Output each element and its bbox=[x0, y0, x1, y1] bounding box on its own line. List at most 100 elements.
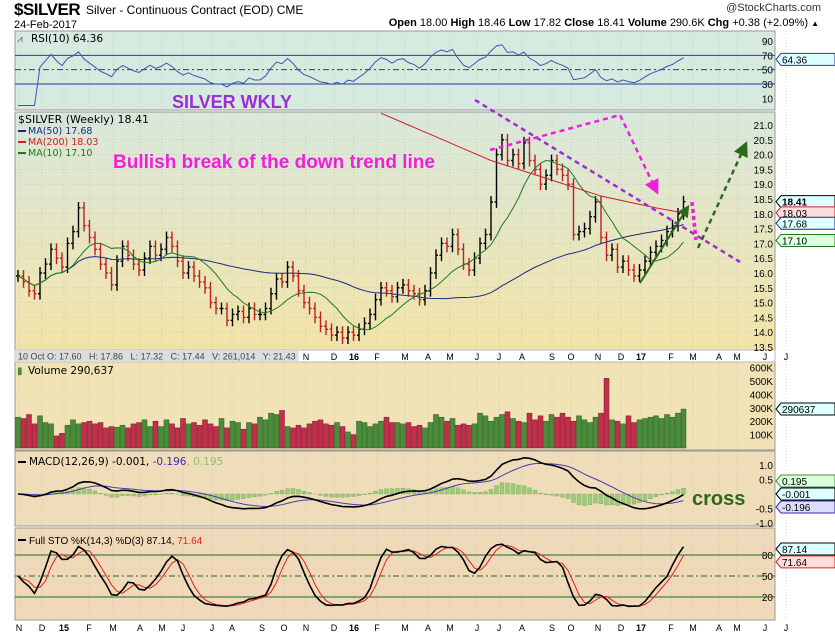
annotation-trend-note: Bullish break of the down trend line bbox=[113, 152, 435, 173]
brand-logo[interactable]: @StockCharts.com bbox=[726, 2, 821, 14]
volume-bar bbox=[581, 419, 588, 449]
y-tick-label: 19.0 bbox=[754, 180, 774, 191]
macd-histogram-bar bbox=[263, 493, 268, 496]
chart-date: 24-Feb-2017 bbox=[14, 19, 77, 31]
volume-bar bbox=[334, 422, 340, 449]
rsi-panel bbox=[14, 30, 776, 111]
rsi-line bbox=[18, 44, 684, 107]
x-tick-label: O bbox=[567, 623, 574, 633]
macd-histogram-bar bbox=[494, 485, 499, 495]
x-tick-label: J bbox=[181, 623, 186, 633]
sto-badge: 71.64 bbox=[782, 558, 807, 569]
volume-badge-bg bbox=[775, 402, 835, 416]
downtrend-line bbox=[474, 98, 741, 264]
x-tick-label: D bbox=[331, 352, 338, 362]
volume-bar bbox=[141, 419, 148, 449]
x-tick-label: D bbox=[39, 623, 46, 633]
volume-bar bbox=[642, 418, 648, 449]
price-badge: 17.10 bbox=[782, 236, 807, 247]
macd-histogram-bar bbox=[499, 482, 505, 495]
volume-bar bbox=[257, 416, 263, 449]
macd-histogram-bar bbox=[285, 488, 290, 495]
macd-histogram-bar bbox=[461, 489, 466, 495]
volume-bar bbox=[108, 426, 115, 449]
volume-bar bbox=[471, 423, 478, 449]
macd-tick-label: -0.5 bbox=[756, 505, 774, 516]
macd-histogram-bar bbox=[565, 493, 571, 499]
sto-legend-line: Full STO %K(14,3) %D(3) 87.14, 71.64 bbox=[29, 536, 203, 547]
sto-tick-label: 20 bbox=[762, 593, 774, 604]
x-tick-label: D bbox=[331, 623, 338, 633]
macd-histogram-bar bbox=[279, 490, 285, 495]
macd-legend-line: MACD(12,26,9) -0.001, -0.196, 0.195 bbox=[29, 456, 223, 468]
macd-histogram-bar bbox=[626, 493, 631, 505]
macd-histogram-bar bbox=[681, 487, 686, 495]
volume-bar bbox=[273, 414, 280, 449]
macd-histogram-bar bbox=[125, 493, 131, 496]
volume-bar bbox=[493, 416, 500, 449]
macd-histogram-bar bbox=[653, 493, 659, 498]
macd-histogram-bar bbox=[180, 493, 186, 496]
volume-bar bbox=[587, 422, 593, 449]
macd-histogram-bar bbox=[516, 485, 521, 495]
x-tick-label: M bbox=[446, 623, 454, 633]
macd-signal-legend: -0.196 bbox=[149, 456, 187, 468]
x-tick-label: J bbox=[784, 352, 789, 362]
y-tick-label: 21.0 bbox=[754, 121, 774, 132]
macd-histogram-bar bbox=[483, 491, 488, 495]
volume-bar bbox=[658, 418, 665, 449]
macd-histogram-bar bbox=[301, 490, 307, 495]
quote-summary: Open 18.00 High 18.46 Low 17.82 Close 18… bbox=[389, 17, 819, 30]
macd-histogram-bar bbox=[505, 482, 510, 495]
x-tick-label: A bbox=[425, 623, 431, 633]
volume-bar bbox=[59, 433, 65, 449]
volume-bar bbox=[565, 416, 571, 449]
macd-tick-label: 1.0 bbox=[759, 461, 773, 472]
volume-bar bbox=[504, 411, 511, 449]
volume-bar bbox=[345, 431, 351, 449]
volume-bar bbox=[444, 420, 450, 449]
annotation-cross-note: cross bbox=[692, 488, 745, 510]
volume-bar bbox=[70, 419, 76, 449]
y-tick-label: 19.5 bbox=[754, 165, 774, 176]
volume-bar bbox=[339, 426, 346, 449]
macd-histogram-bar bbox=[230, 493, 235, 501]
price-panel bbox=[14, 111, 776, 351]
sto-badge-bg bbox=[775, 555, 835, 569]
x-tick-label: N bbox=[595, 352, 602, 362]
volume-bar bbox=[499, 414, 505, 449]
macd-histogram-bar bbox=[675, 489, 681, 495]
x-tick-label: M bbox=[733, 352, 741, 362]
volume-bar bbox=[213, 426, 219, 449]
macd-histogram-bar bbox=[208, 493, 213, 500]
volume-bar bbox=[306, 423, 313, 449]
price-badge-bg bbox=[775, 195, 835, 209]
volume-bar bbox=[240, 428, 247, 449]
volume-bar bbox=[433, 414, 439, 449]
rsi-tick-label: 50 bbox=[762, 66, 774, 77]
volume-bar bbox=[631, 422, 637, 449]
volume-bar bbox=[477, 412, 483, 449]
volume-bar bbox=[389, 422, 395, 449]
macd-histogram-bar bbox=[510, 483, 516, 495]
instrument-name: Silver - Continuous Contract (EOD) CME bbox=[86, 3, 304, 17]
x-tick-label: M bbox=[733, 623, 741, 633]
volume-bar bbox=[64, 424, 71, 449]
macd-histogram-bar bbox=[554, 493, 560, 497]
quote-value: 290.6K bbox=[669, 17, 708, 29]
ma200-line bbox=[380, 112, 684, 214]
volume-bar bbox=[647, 416, 654, 449]
y-tick-label: 20.0 bbox=[754, 151, 774, 162]
macd-histogram-bar bbox=[87, 488, 92, 495]
macd-histogram-bar bbox=[543, 493, 549, 495]
volume-tick-label: 100K bbox=[750, 431, 774, 442]
macd-histogram-bar bbox=[147, 493, 153, 496]
volume-bar bbox=[268, 412, 274, 449]
x-tick-label: A bbox=[229, 623, 235, 633]
sto-k-line bbox=[17, 543, 685, 608]
x-tick-label: N bbox=[303, 352, 310, 362]
volume-bar bbox=[81, 422, 87, 449]
macd-histogram-bar bbox=[290, 488, 296, 495]
macd-histogram-bar bbox=[389, 488, 395, 495]
x-tick-label: J bbox=[210, 623, 215, 633]
